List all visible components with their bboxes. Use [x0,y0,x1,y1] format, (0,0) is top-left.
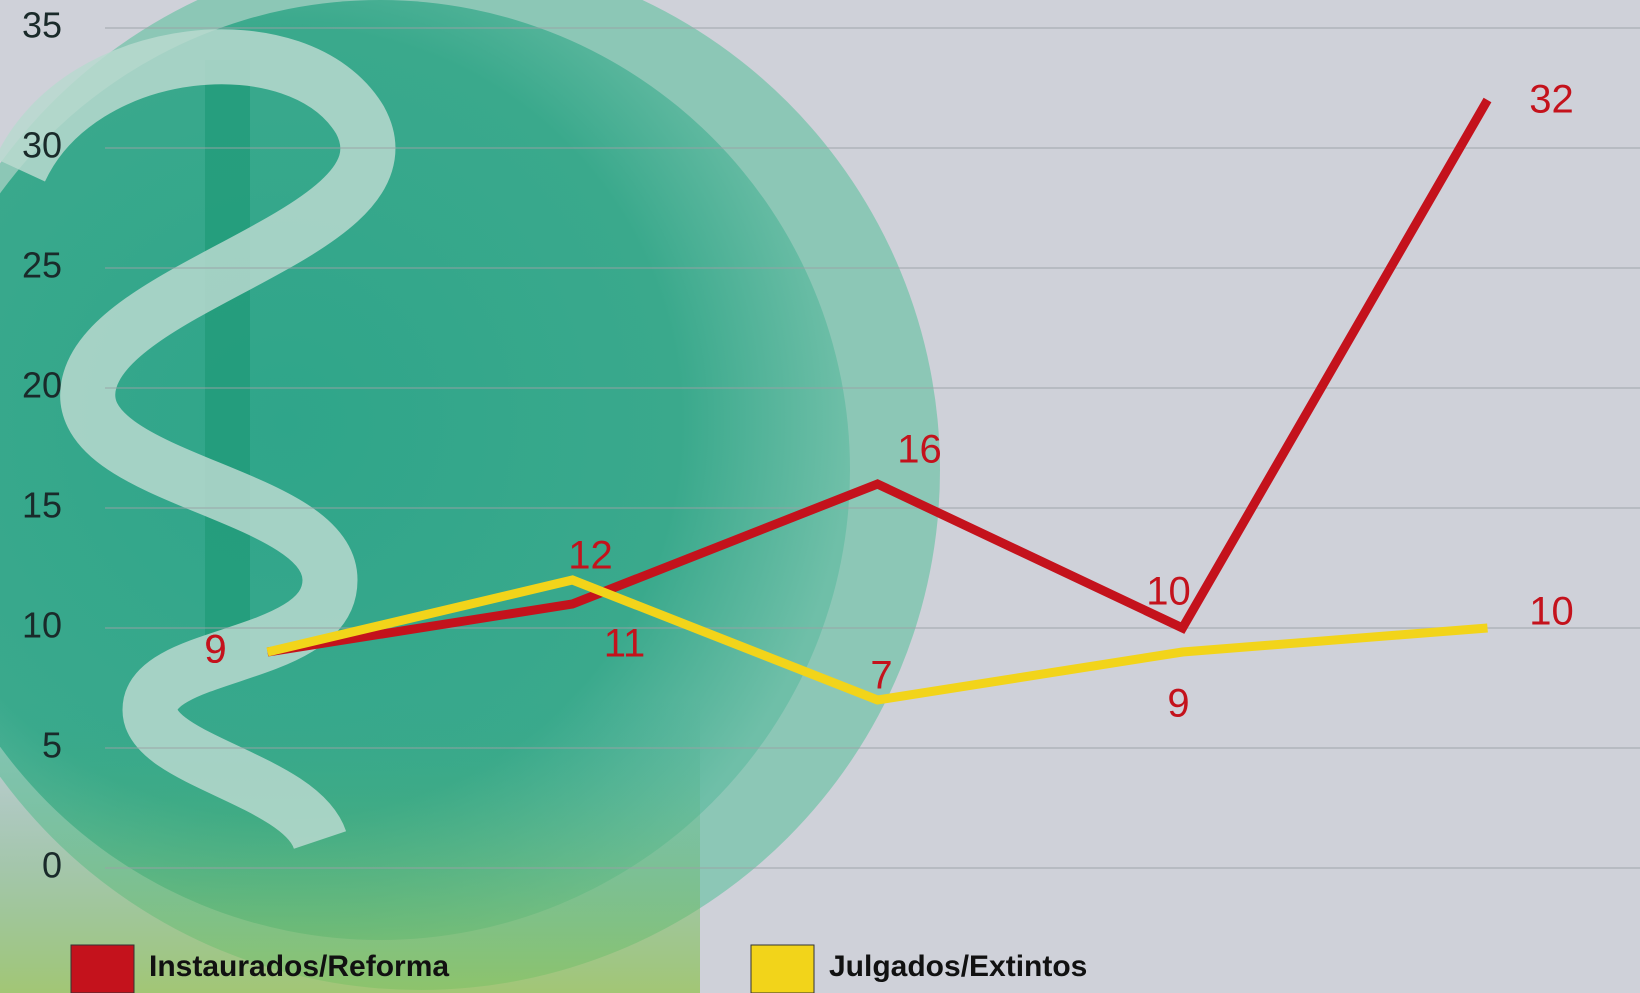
y-tick-label: 0 [42,845,62,886]
data-label: 9 [1167,682,1189,726]
data-label: 10 [1529,590,1574,634]
data-label: 7 [870,654,892,698]
page: {"chart_data": {"type": "line", "categor… [0,0,1640,993]
data-label: 16 [897,428,942,472]
legend-swatch [71,945,134,993]
y-tick-label: 30 [22,125,62,166]
data-label: 11 [604,622,646,666]
chart: 051015202530359111610329127910Instaurado… [0,0,1640,993]
data-label: 10 [1146,570,1191,614]
y-tick-label: 20 [22,365,62,406]
legend-label: Instaurados/Reforma [149,950,449,983]
legend-swatch [751,945,814,993]
decor-staff [205,60,250,660]
y-tick-label: 35 [22,5,62,46]
y-tick-label: 5 [42,725,62,766]
data-label: 32 [1529,78,1574,122]
y-tick-label: 15 [22,485,62,526]
y-tick-label: 10 [22,605,62,646]
data-label: 12 [568,534,613,578]
legend-label: Julgados/Extintos [829,950,1087,983]
data-label: 9 [204,628,226,672]
y-tick-label: 25 [22,245,62,286]
